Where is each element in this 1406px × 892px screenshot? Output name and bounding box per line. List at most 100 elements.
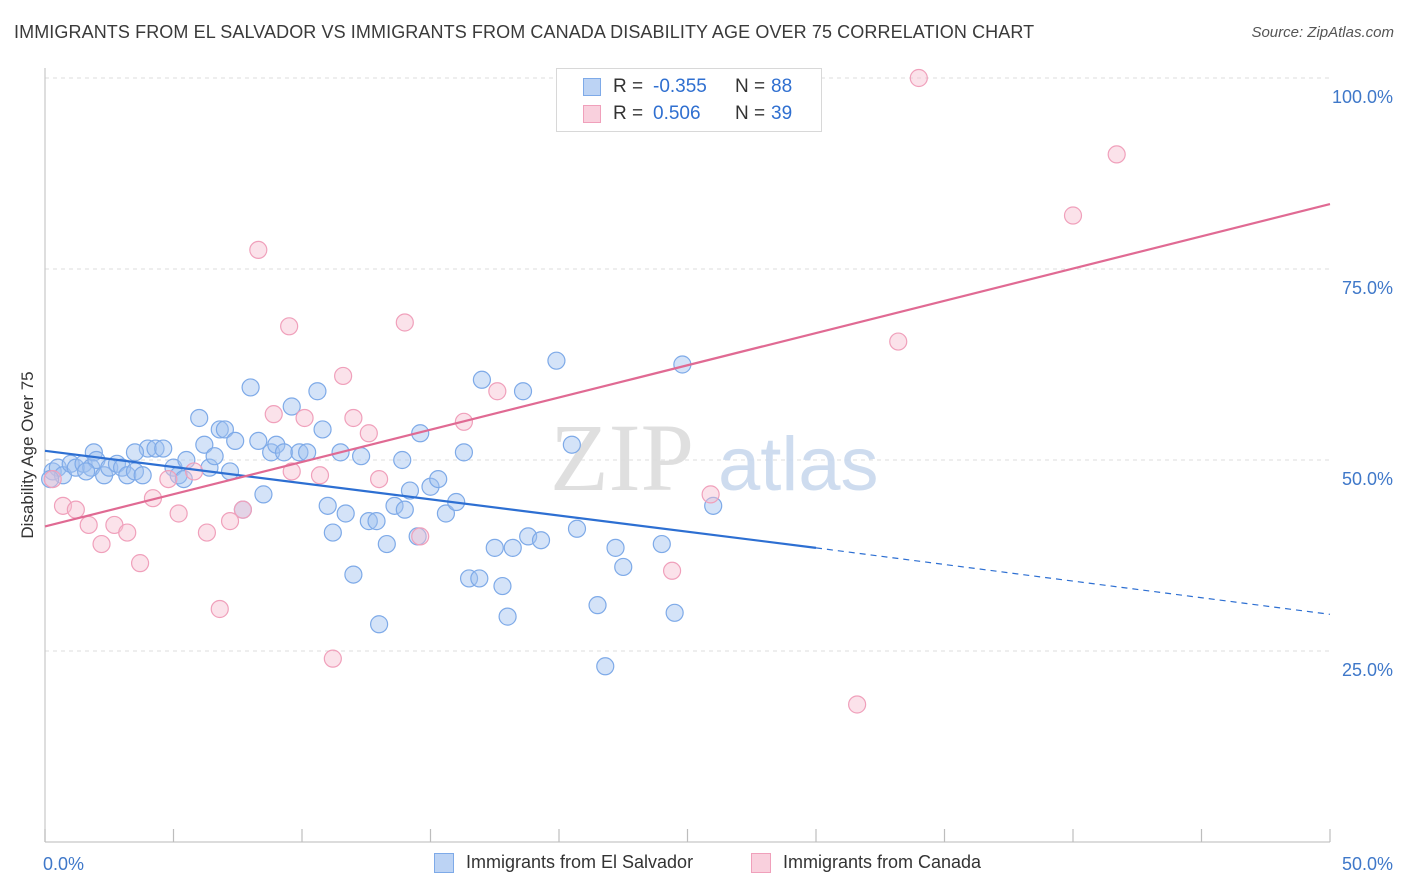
point-el-salvador [359,512,378,531]
point-el-salvador [323,523,342,542]
point-el-salvador [210,420,229,439]
point-el-salvador [436,504,456,523]
point-el-salvador [454,443,474,462]
point-el-salvador [562,435,581,454]
point-el-salvador [531,531,551,550]
point-el-salvador [352,447,371,466]
point-canada [662,561,682,580]
point-canada [282,462,301,481]
point-el-salvador [267,435,286,454]
point-canada [169,504,188,523]
point-canada [43,470,62,489]
legend-swatch-el-salvador [583,78,601,96]
x-tick-label-min: 0.0% [43,854,84,874]
source-credit: Source: ZipAtlas.com [1251,24,1394,41]
trend-lines [44,202,1331,615]
point-canada [1063,206,1083,225]
point-el-salvador [485,538,504,557]
point-el-salvador [393,450,412,470]
point-canada [130,554,150,573]
point-el-salvador [493,576,512,596]
point-el-salvador [205,447,224,466]
watermark-atlas: atlas [718,422,879,507]
point-el-salvador [547,351,566,370]
point-el-salvador [472,370,491,389]
point-canada [395,313,414,332]
watermark-zip: ZIP [550,404,694,511]
n-label: N = [735,76,766,97]
y-tick-label: 50.0% [1342,469,1393,489]
point-el-salvador [215,420,234,439]
n-value: 88 [771,76,793,97]
point-el-salvador [567,519,587,538]
point-el-salvador [459,569,479,588]
point-canada [1107,145,1126,164]
point-el-salvador [125,443,145,462]
point-canada [264,405,283,424]
point-canada [92,534,111,554]
point-canada [323,649,342,668]
point-el-salvador [220,462,240,481]
point-canada [280,317,299,336]
point-canada [334,366,353,386]
point-canada [310,466,330,485]
point-canada [359,424,378,443]
point-canada [848,695,867,714]
point-el-salvador [395,500,414,519]
legend-label-el-salvador: Immigrants from El Salvador [466,852,694,872]
point-el-salvador [606,538,625,557]
y-tick-label: 25.0% [1342,660,1393,680]
point-el-salvador [367,512,386,531]
r-value: 0.506 [653,103,701,124]
point-el-salvador [652,534,671,554]
tick-labels: 25.0% 50.0% 75.0% 100.0% 0.0% 50.0% [43,87,1393,874]
trend-line-canada [44,202,1331,528]
point-canada [295,408,314,428]
point-canada [184,462,204,481]
watermark: ZIP atlas [550,404,879,511]
point-el-salvador [77,462,96,481]
trend-line-el-salvador [44,449,817,549]
r-label: R = [613,76,644,97]
point-el-salvador [274,443,294,462]
point-el-salvador [470,569,489,588]
y-tick-label: 100.0% [1332,87,1393,107]
point-el-salvador [704,496,723,515]
point-el-salvador [421,477,440,496]
point-canada [411,527,430,546]
legend-label-canada: Immigrants from Canada [783,852,982,872]
point-canada [66,500,85,519]
point-el-salvador [344,565,363,584]
r-value: -0.355 [653,76,707,97]
legend-swatch-canada [751,853,771,873]
point-el-salvador [249,431,268,450]
point-el-salvador [241,378,260,397]
point-el-salvador [400,481,420,500]
point-el-salvador [614,557,633,577]
point-canada [118,523,137,542]
point-el-salvador [226,431,245,450]
point-el-salvador [377,534,396,554]
point-canada [488,382,507,401]
r-label: R = [613,103,644,124]
point-el-salvador [190,408,209,428]
point-canada [79,515,98,535]
point-canada [909,68,928,88]
point-el-salvador [282,397,301,416]
axes [44,68,1331,843]
y-tick-label: 75.0% [1342,278,1393,298]
point-canada [233,500,252,519]
point-canada [210,599,229,619]
series-legend: Immigrants from El Salvador Immigrants f… [0,852,1406,876]
point-el-salvador [503,538,522,557]
point-canada [701,485,720,504]
legend-swatch-canada [583,105,601,123]
point-canada [197,523,217,542]
point-el-salvador [498,607,517,626]
chart-title: IMMIGRANTS FROM EL SALVADOR VS IMMIGRANT… [14,22,1035,42]
point-canada [344,408,363,428]
point-el-salvador [596,657,615,676]
trend-line-el-salvador-extension [815,547,1331,615]
point-el-salvador [174,470,193,489]
